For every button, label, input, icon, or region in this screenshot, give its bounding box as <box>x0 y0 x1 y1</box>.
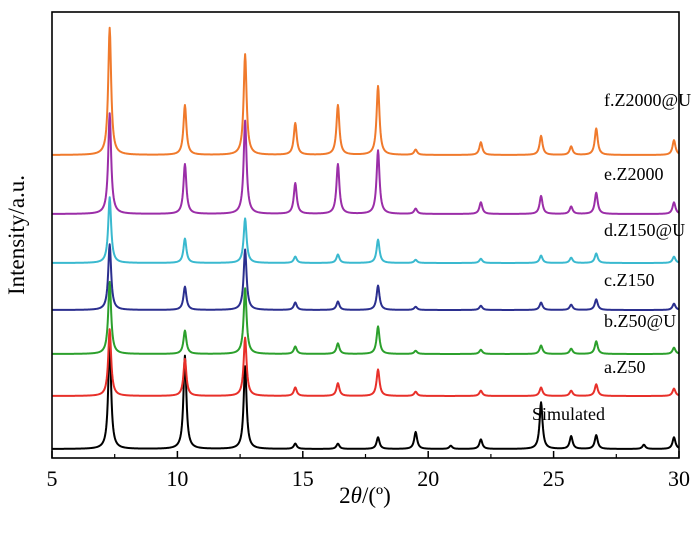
series-line-3 <box>51 243 680 311</box>
series-label-2: b.Z50@U <box>604 311 676 331</box>
series-label-4: d.Z150@U <box>604 220 685 240</box>
plot-area <box>51 26 680 450</box>
series-line-6 <box>51 26 680 156</box>
series-line-0 <box>51 341 680 450</box>
x-axis-title: 2θ/(º) <box>339 483 391 508</box>
x-tick-label-0: 5 <box>47 466 58 491</box>
series-line-1 <box>51 328 680 397</box>
x-tick-label-3: 20 <box>417 466 439 491</box>
x-tick-label-1: 10 <box>166 466 188 491</box>
x-axis-title-suffix: /(º) <box>362 483 391 508</box>
x-tick-label-4: 25 <box>543 466 565 491</box>
series-labels: Simulated a.Z50 b.Z50@U c.Z150 d.Z150@U e.Z20… <box>532 90 691 424</box>
series-label-5: e.Z2000 <box>604 164 663 184</box>
series-line-4 <box>51 196 680 264</box>
plot-frame <box>51 11 680 459</box>
series-label-3: c.Z150 <box>604 270 654 290</box>
x-axis-title-prefix: 2 <box>339 483 351 508</box>
x-tick-label-5: 30 <box>668 466 690 491</box>
x-ticks: 5 10 15 20 25 30 <box>47 451 690 491</box>
series-label-6: f.Z2000@U <box>604 90 691 110</box>
series-label-0: Simulated <box>532 404 605 424</box>
x-tick-label-2: 15 <box>292 466 314 491</box>
series-line-2 <box>51 280 680 355</box>
series-label-1: a.Z50 <box>604 357 645 377</box>
y-axis-title: Intensity/a.u. <box>4 175 29 295</box>
series-line-5 <box>51 112 680 215</box>
x-axis-title-theta: θ <box>351 483 362 508</box>
